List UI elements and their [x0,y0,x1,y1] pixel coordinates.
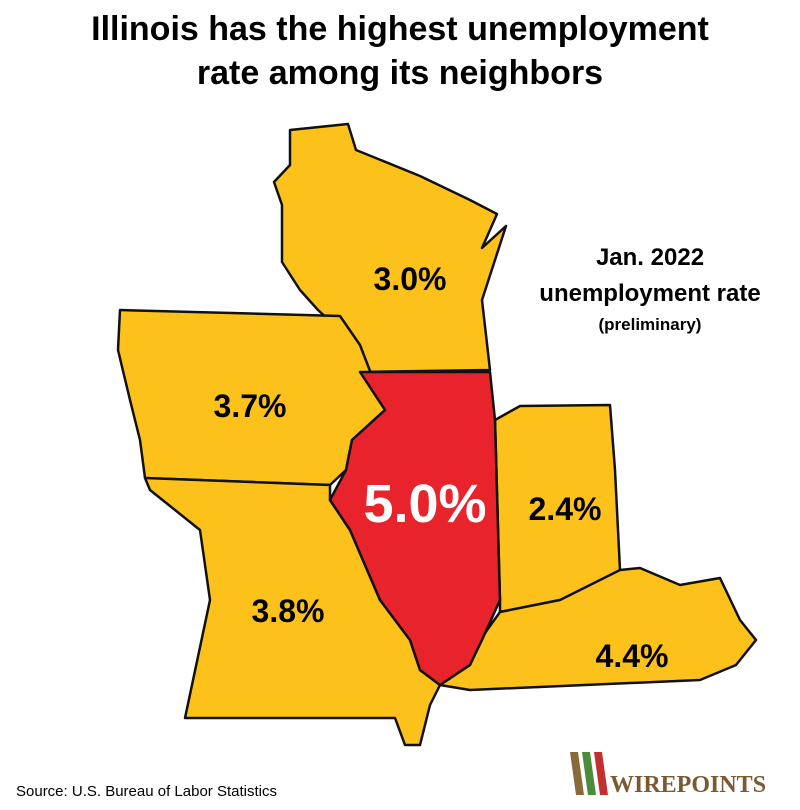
logo: WIREPOINTS [570,752,766,798]
title-line: rate among its neighbors [197,54,603,92]
state-label: 3.0% [374,261,447,297]
state-wisconsin [272,122,508,374]
logo-mark [582,752,596,795]
note-line: (preliminary) [599,315,702,334]
state-label: 4.4% [596,638,669,674]
logo-mark [570,752,584,795]
note-line: unemployment rate [539,280,760,307]
state-illinois [328,370,502,687]
state-iowa [116,308,387,487]
state-label: 3.7% [214,388,287,424]
state-label: 2.4% [529,491,602,527]
logo-mark [594,752,608,795]
note-line: Jan. 2022 [596,244,704,271]
state-label: 5.0% [363,474,486,534]
state-label: 3.8% [252,593,325,629]
state-kentucky [438,566,758,692]
title-line: Illinois has the highest unemployment [91,10,709,48]
source: Source: U.S. Bureau of Labor Statistics [16,783,277,800]
logo-text: WIREPOINTS [610,772,766,798]
